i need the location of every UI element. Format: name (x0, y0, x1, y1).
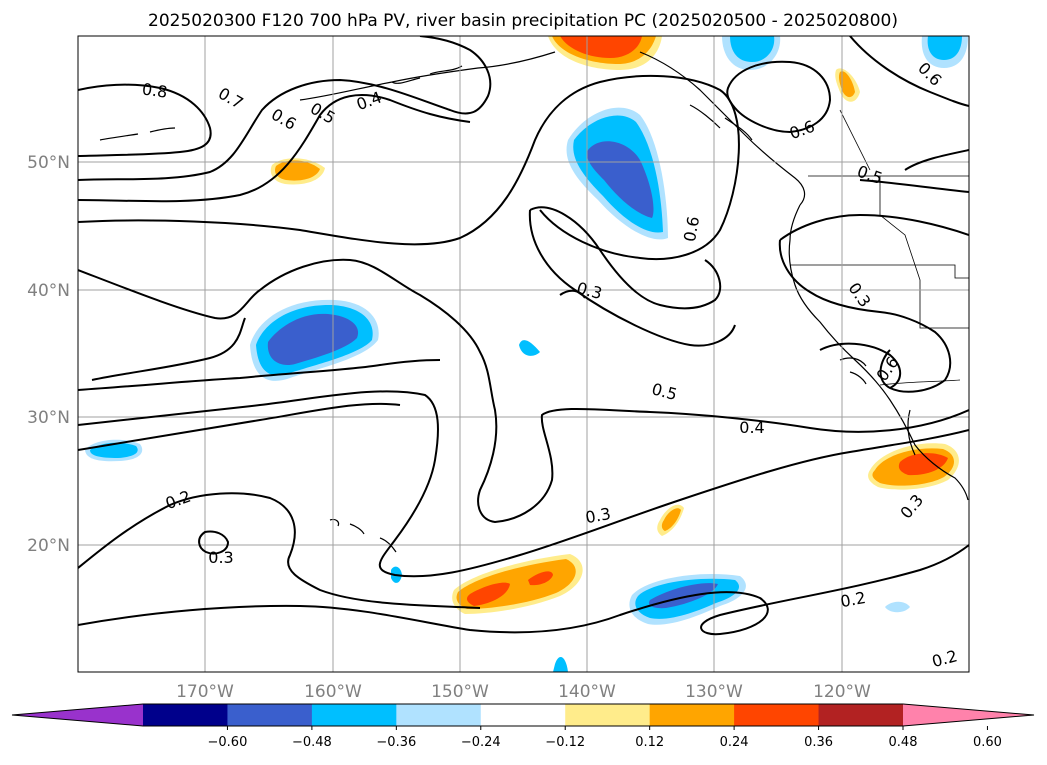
colorbar-tick-label: 0.36 (804, 735, 833, 750)
gridlines (78, 36, 969, 672)
colorbar-tick-label: 0.12 (635, 735, 664, 750)
lon-tick-label: 120°W (813, 682, 871, 702)
colorbar-tick-label: −0.36 (376, 735, 416, 750)
colorbar-bin (227, 704, 313, 726)
contour-label: 0.2 (839, 588, 867, 611)
colorbar-tick-label: −0.12 (545, 735, 585, 750)
chart-title: 2025020300 F120 700 hPa PV, river basin … (148, 11, 898, 31)
colorbar-tick-label: −0.48 (292, 735, 332, 750)
colorbar-tick-label: −0.24 (461, 735, 501, 750)
colorbar-bin (143, 704, 228, 726)
colorbar-tick-label: −0.60 (208, 735, 248, 750)
lon-tick-label: 160°W (304, 682, 362, 702)
lon-tick-label: 150°W (431, 682, 489, 702)
colorbar-tick-label: 0.60 (973, 735, 1002, 750)
colorbar (11, 703, 1035, 727)
colorbar-bin (396, 704, 482, 726)
colorbar-extend-high (903, 704, 1034, 726)
precip-anomaly-fill (85, 36, 968, 672)
lon-tick-label: 130°W (685, 682, 743, 702)
contour-label: 0.6 (680, 215, 703, 243)
lon-tick-label: 170°W (176, 682, 234, 702)
pv-contours (78, 36, 969, 636)
colorbar-bin (649, 704, 735, 726)
colorbar-bin (480, 704, 566, 726)
colorbar-tick-label: 0.24 (720, 735, 749, 750)
colorbar-bin (734, 704, 820, 726)
lat-tick-label: 20°N (27, 536, 70, 556)
lon-tick-label: 140°W (558, 682, 616, 702)
map-frame (77, 35, 970, 673)
lat-tick-label: 30°N (27, 408, 70, 428)
contour-label: 0.8 (141, 79, 169, 101)
colorbar-extend-low (12, 704, 143, 726)
colorbar-ticks: −0.60 −0.48 −0.36 −0.24 −0.12 0.12 0.24 0.36 0.4… (208, 726, 1002, 750)
colorbar-bin (311, 704, 397, 726)
coastlines (99, 51, 969, 553)
colorbar-bin (818, 704, 904, 726)
lat-tick-label: 40°N (27, 281, 70, 301)
contour-label: 0.3 (584, 504, 612, 527)
lat-ticks: 50°N 40°N 30°N 20°N (27, 153, 70, 556)
lat-tick-label: 50°N (27, 153, 70, 173)
contour-label: 0.3 (208, 548, 233, 567)
colorbar-tick-label: 0.48 (889, 735, 918, 750)
colorbar-outline (11, 703, 1035, 727)
colorbar-bin (565, 704, 651, 726)
lon-ticks: 170°W 160°W 150°W 140°W 130°W 120°W (176, 682, 871, 702)
contour-label: 0.4 (739, 418, 764, 437)
